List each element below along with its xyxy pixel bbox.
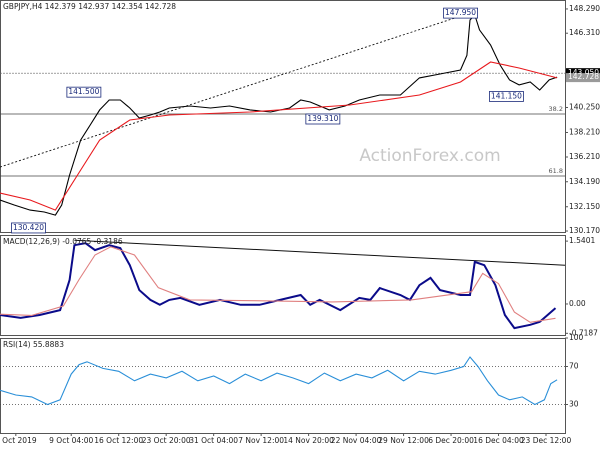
y-tick-label: 132.150 (569, 202, 600, 211)
series-line (0, 61, 558, 211)
pane-header: RSI(14) 55.8883 (3, 340, 64, 349)
annotation-label: 139.310 (307, 114, 338, 123)
annotation-box (443, 7, 478, 19)
last-tag (566, 73, 600, 83)
y-tick-label: 100 (569, 333, 584, 342)
y-tick-label: -0.7187 (569, 328, 598, 337)
x-tick-label: 16 Oct 12:00 (94, 436, 143, 445)
y-tick-label: 148.290 (569, 4, 600, 13)
pane-frame (0, 0, 566, 233)
series-line (0, 356, 558, 406)
annotation-label: 147.950 (445, 8, 476, 17)
trendline (74, 239, 566, 266)
y-tick-label: 138.210 (569, 127, 600, 136)
y-tick-label: 30 (569, 400, 579, 409)
y-tick-label: 134.190 (569, 177, 600, 186)
y-tick-label: 130.170 (569, 226, 600, 235)
y-tick-label: 146.310 (569, 28, 600, 37)
x-tick-label: 14 Nov 20:00 (283, 436, 334, 445)
x-tick-label: 1 Oct 2019 (0, 436, 37, 445)
last-tag-label: 142.728 (568, 72, 599, 81)
x-tick-label: 29 Nov 12:00 (378, 436, 429, 445)
annotation-box (489, 91, 524, 102)
trendline (0, 12, 471, 168)
y-tick-label: 1.5401 (569, 236, 595, 245)
pane-header: MACD(12,26,9) -0.0765 -0.3186 (3, 237, 123, 246)
level-label: 38.2 (549, 105, 563, 113)
annotation-label: 130.420 (13, 223, 44, 232)
watermark: ActionForex.com (359, 146, 500, 166)
level-label: 61.8 (549, 167, 563, 175)
series-line (0, 246, 556, 323)
x-tick-label: 23 Oct 20:00 (142, 436, 191, 445)
series-line (0, 13, 558, 216)
series-line (0, 242, 557, 330)
annotation-label: 141.500 (68, 87, 99, 96)
annotation-box (11, 222, 46, 234)
x-tick-label: 23 Dec 12:00 (521, 436, 572, 445)
x-tick-label: 16 Dec 04:00 (473, 436, 524, 445)
x-tick-label: 31 Oct 04:00 (189, 436, 238, 445)
y-tick-label: 0.00 (569, 299, 586, 308)
y-tick-label: 70 (569, 362, 579, 371)
y-tick-label: 136.210 (569, 152, 600, 161)
annotation-box (66, 86, 102, 98)
pane-frame (0, 235, 566, 336)
x-tick-label: 7 Nov 12:00 (238, 436, 284, 445)
annotation-label: 141.150 (491, 91, 522, 100)
pane-header: GBPJPY,H4 142.379 142.937 142.354 142.72… (3, 2, 176, 11)
pane-frame (0, 338, 566, 434)
y-tick-label: 140.250 (569, 102, 600, 111)
annotation-box (305, 113, 341, 125)
x-tick-label: 22 Nov 04:00 (331, 436, 382, 445)
x-tick-label: 9 Oct 04:00 (49, 436, 93, 445)
price-tag-label: 143.050 (568, 68, 599, 77)
x-tick-label: 6 Dec 20:00 (428, 436, 474, 445)
